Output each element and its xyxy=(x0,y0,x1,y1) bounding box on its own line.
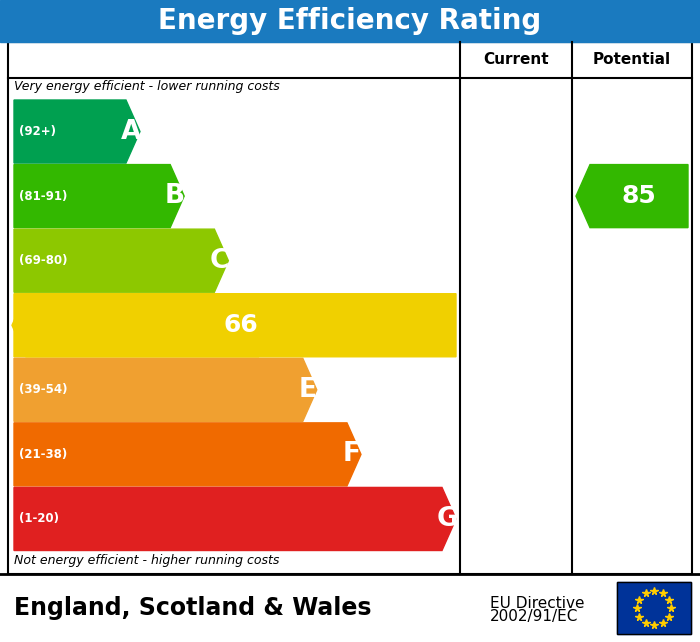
Text: (21-38): (21-38) xyxy=(19,448,67,461)
Text: (81-91): (81-91) xyxy=(19,189,67,203)
Text: 85: 85 xyxy=(622,184,657,208)
Text: Very energy efficient - lower running costs: Very energy efficient - lower running co… xyxy=(14,80,280,93)
Text: E: E xyxy=(299,377,317,403)
Polygon shape xyxy=(14,487,456,550)
Bar xyxy=(617,582,691,634)
Bar xyxy=(8,42,692,574)
Bar xyxy=(0,0,700,42)
Polygon shape xyxy=(14,100,140,163)
Bar xyxy=(617,582,691,634)
Polygon shape xyxy=(14,358,317,421)
Text: (39-54): (39-54) xyxy=(19,383,67,396)
Text: C: C xyxy=(210,248,229,273)
Polygon shape xyxy=(14,229,228,292)
Text: (1-20): (1-20) xyxy=(19,512,59,525)
Polygon shape xyxy=(14,293,272,357)
Text: (55-68): (55-68) xyxy=(19,318,68,332)
Text: Current: Current xyxy=(483,53,549,67)
Text: (69-80): (69-80) xyxy=(19,254,67,267)
Text: 66: 66 xyxy=(223,313,258,337)
Text: F: F xyxy=(343,442,361,467)
Polygon shape xyxy=(12,293,456,357)
Text: D: D xyxy=(253,312,274,338)
Text: England, Scotland & Wales: England, Scotland & Wales xyxy=(14,596,372,620)
Polygon shape xyxy=(14,164,184,228)
Polygon shape xyxy=(576,164,688,228)
Text: Not energy efficient - higher running costs: Not energy efficient - higher running co… xyxy=(14,554,279,567)
Text: A: A xyxy=(121,119,141,144)
Text: Energy Efficiency Rating: Energy Efficiency Rating xyxy=(158,7,542,35)
Text: EU Directive: EU Directive xyxy=(490,596,584,611)
Text: G: G xyxy=(436,506,458,532)
Text: 2002/91/EC: 2002/91/EC xyxy=(490,609,578,625)
Text: Potential: Potential xyxy=(593,53,671,67)
Text: (92+): (92+) xyxy=(19,125,56,138)
Polygon shape xyxy=(14,423,361,486)
Text: B: B xyxy=(165,183,186,209)
